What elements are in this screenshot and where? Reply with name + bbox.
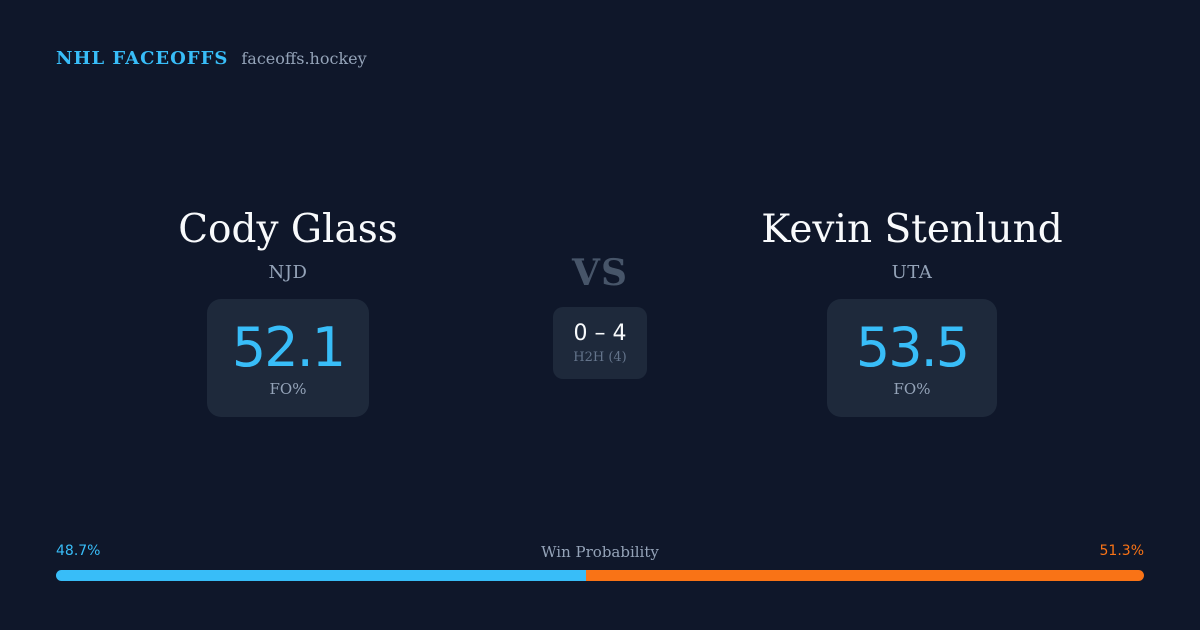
player-right-team: UTA bbox=[891, 262, 933, 283]
win-probability-section: 48.7% Win Probability 51.3% bbox=[56, 543, 1144, 581]
player-right-name: Kevin Stenlund bbox=[761, 207, 1063, 252]
win-probability-labels: 48.7% Win Probability 51.3% bbox=[56, 543, 1144, 563]
player-left-team: NJD bbox=[268, 262, 308, 283]
brand-url: faceoffs.hockey bbox=[241, 49, 367, 68]
head-to-head-card: 0 – 4 H2H (4) bbox=[553, 307, 647, 379]
win-probability-right-fill bbox=[585, 570, 1144, 581]
head-to-head-label: H2H (4) bbox=[573, 350, 627, 365]
player-left-name: Cody Glass bbox=[178, 207, 398, 252]
player-left-panel: Cody Glass NJD 52.1 FO% bbox=[88, 204, 488, 417]
win-probability-left-value: 48.7% bbox=[56, 543, 101, 559]
win-probability-right-value: 51.3% bbox=[1099, 543, 1144, 559]
player-left-stat-card: 52.1 FO% bbox=[207, 299, 369, 417]
win-probability-bar bbox=[56, 570, 1144, 581]
player-right-stat-card: 53.5 FO% bbox=[827, 299, 997, 417]
player-left-fo-label: FO% bbox=[269, 380, 307, 398]
player-right-fo-label: FO% bbox=[893, 380, 931, 398]
head-to-head-score: 0 – 4 bbox=[573, 321, 627, 346]
win-probability-title: Win Probability bbox=[541, 543, 659, 561]
win-probability-left-fill bbox=[56, 570, 586, 581]
brand-name: NHL FACEOFFS bbox=[56, 48, 229, 69]
player-left-fo-value: 52.1 bbox=[231, 316, 346, 379]
brand-header: NHL FACEOFFS faceoffs.hockey bbox=[56, 48, 367, 69]
player-right-panel: Kevin Stenlund UTA 53.5 FO% bbox=[712, 204, 1112, 417]
versus-label: VS bbox=[572, 252, 628, 294]
player-right-fo-value: 53.5 bbox=[855, 316, 970, 379]
